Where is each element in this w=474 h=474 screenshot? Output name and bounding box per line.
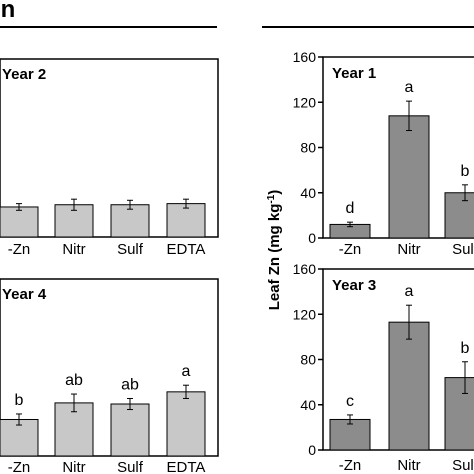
x-tick-label: Sulf	[452, 457, 474, 474]
bar	[110, 204, 150, 238]
x-tick-label: EDTA	[167, 459, 206, 474]
x-tick-label: -Zn	[8, 459, 31, 474]
bar	[110, 403, 150, 457]
panel-label: Year 2	[2, 66, 46, 83]
y-tick-label: 120	[293, 306, 317, 322]
x-tick-label: -Zn	[339, 241, 362, 258]
y-tick-label: 0	[308, 230, 316, 246]
panel-label: Year 1	[332, 65, 376, 82]
bar	[388, 321, 430, 451]
y-tick-label: 80	[300, 140, 316, 156]
y-tick-label: 160	[293, 261, 317, 277]
bar	[166, 391, 206, 457]
y-tick-label: 40	[300, 185, 316, 201]
x-tick-label: EDTA	[167, 241, 206, 258]
section-title: on	[0, 0, 15, 23]
bar	[388, 115, 430, 239]
panel-label: Year 4	[2, 286, 47, 303]
y-tick-label: 160	[293, 49, 317, 65]
y-tick-label: 120	[293, 94, 317, 110]
x-tick-label: Sulf	[452, 241, 474, 258]
significance-letter: b	[15, 392, 24, 409]
x-tick-label: Nitr	[397, 457, 420, 474]
x-tick-label: -Zn	[8, 241, 31, 258]
bar	[166, 203, 206, 238]
y-tick-label: 40	[300, 397, 316, 413]
significance-letter: d	[346, 200, 355, 217]
bar	[329, 418, 371, 451]
x-tick-label: Nitr	[397, 241, 420, 258]
x-tick-label: -Zn	[339, 457, 362, 474]
bar	[444, 192, 474, 239]
significance-letter: c	[346, 393, 354, 410]
x-tick-label: Sulf	[117, 241, 144, 258]
plot-frame	[0, 58, 219, 238]
bar	[0, 418, 39, 457]
significance-letter: a	[405, 79, 414, 96]
y-tick-label: 80	[300, 352, 316, 368]
x-tick-label: Nitr	[62, 241, 85, 258]
plot-frame	[0, 278, 219, 457]
significance-letter: a	[182, 363, 191, 380]
significance-letter: a	[405, 283, 414, 300]
significance-letter: b	[461, 163, 470, 180]
bar	[0, 206, 39, 238]
significance-letter: b	[461, 340, 470, 357]
y-tick-label: 0	[308, 442, 316, 458]
x-tick-label: Sulf	[117, 459, 144, 474]
bar	[444, 377, 474, 451]
panel-label: Year 3	[332, 277, 376, 294]
y-axis-label: Leaf Zn (mg kg-1)	[266, 190, 284, 311]
significance-letter: ab	[65, 372, 83, 389]
x-tick-label: Nitr	[62, 459, 85, 474]
significance-letter: ab	[121, 376, 139, 393]
